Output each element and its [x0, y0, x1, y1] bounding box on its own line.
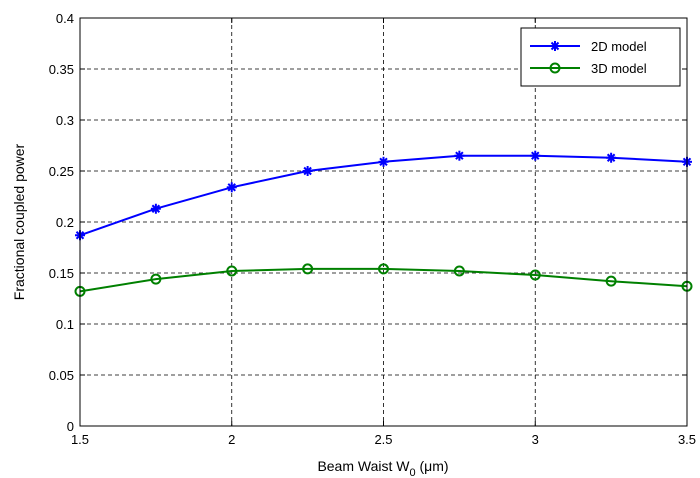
- legend-label: 3D model: [591, 61, 647, 76]
- x-axis-label-unit: (μm): [416, 458, 449, 474]
- data-point: [302, 263, 314, 275]
- star-stroke: [379, 157, 388, 167]
- star-stroke: [550, 41, 560, 51]
- star-stroke: [151, 204, 161, 213]
- x-tick-label: 1.5: [71, 432, 89, 447]
- x-axis-label-subscript: 0: [409, 467, 415, 478]
- legend-item-2d-model: 2D model: [530, 39, 647, 54]
- legend-marker: [550, 41, 560, 51]
- y-tick-label: 0.05: [49, 368, 74, 383]
- data-point: [226, 265, 238, 277]
- star-stroke: [455, 151, 464, 160]
- series-layer: [74, 150, 693, 297]
- star-stroke: [227, 183, 236, 192]
- star-stroke: [303, 166, 312, 176]
- data-point: [378, 263, 389, 275]
- y-tick-label: 0.35: [49, 62, 74, 77]
- x-tick-label: 2.5: [374, 432, 392, 447]
- x-tick-label: 2: [228, 432, 235, 447]
- data-point: [226, 182, 237, 193]
- legend-box: [520, 27, 681, 87]
- ticks: [79, 17, 688, 427]
- data-point: [150, 273, 162, 285]
- data-point: [453, 265, 465, 277]
- star-stroke: [531, 151, 540, 160]
- y-tick-label: 0.15: [49, 266, 74, 281]
- grid: [80, 18, 687, 426]
- data-point: [150, 203, 161, 214]
- y-tick-label: 0.2: [56, 215, 74, 230]
- legend-item-3d-model: 3D model: [530, 61, 647, 76]
- legend-marker: [549, 62, 561, 74]
- data-point: [605, 275, 617, 287]
- y-tick-label: 0: [67, 419, 74, 434]
- data-point: [530, 150, 541, 161]
- x-tick-label: 3: [532, 432, 539, 447]
- star-stroke: [606, 153, 616, 162]
- legend-label: 2D model: [591, 39, 647, 54]
- y-tick-label: 0.25: [49, 164, 74, 179]
- data-point: [302, 166, 313, 176]
- data-point: [378, 156, 389, 167]
- y-tick-label: 0.1: [56, 317, 74, 332]
- series-line-3d-model: [79, 267, 688, 293]
- data-point: [606, 152, 617, 163]
- x-tick-label: 3.5: [678, 432, 696, 447]
- data-point: [454, 150, 465, 161]
- tick-labels: 1.5 2 2.5 3 3.5 0 0.05 0.1 0.15 0.2 0.25 0.3 0.35 0.4: [49, 11, 696, 447]
- y-axis-label: Fractional coupled power: [11, 143, 27, 300]
- data-point: [529, 269, 541, 281]
- series-3d-model: [74, 263, 693, 297]
- x-axis-label: Beam Waist W0 (μm): [317, 458, 448, 478]
- y-tick-label: 0.4: [56, 11, 74, 26]
- legend: 2D model 3D model: [520, 27, 681, 87]
- y-tick-label: 0.3: [56, 113, 74, 128]
